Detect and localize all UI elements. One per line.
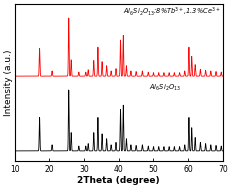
Text: Al$_6$Si$_2$O$_{13}$:8%Tb$^{3+}$,1.3%Ce$^{3+}$: Al$_6$Si$_2$O$_{13}$:8%Tb$^{3+}$,1.3%Ce$… [123,6,220,18]
Y-axis label: Intensity (a.u.): Intensity (a.u.) [4,49,13,116]
X-axis label: 2Theta (degree): 2Theta (degree) [77,176,159,185]
Text: Al$_6$Si$_2$O$_{13}$: Al$_6$Si$_2$O$_{13}$ [148,82,180,93]
